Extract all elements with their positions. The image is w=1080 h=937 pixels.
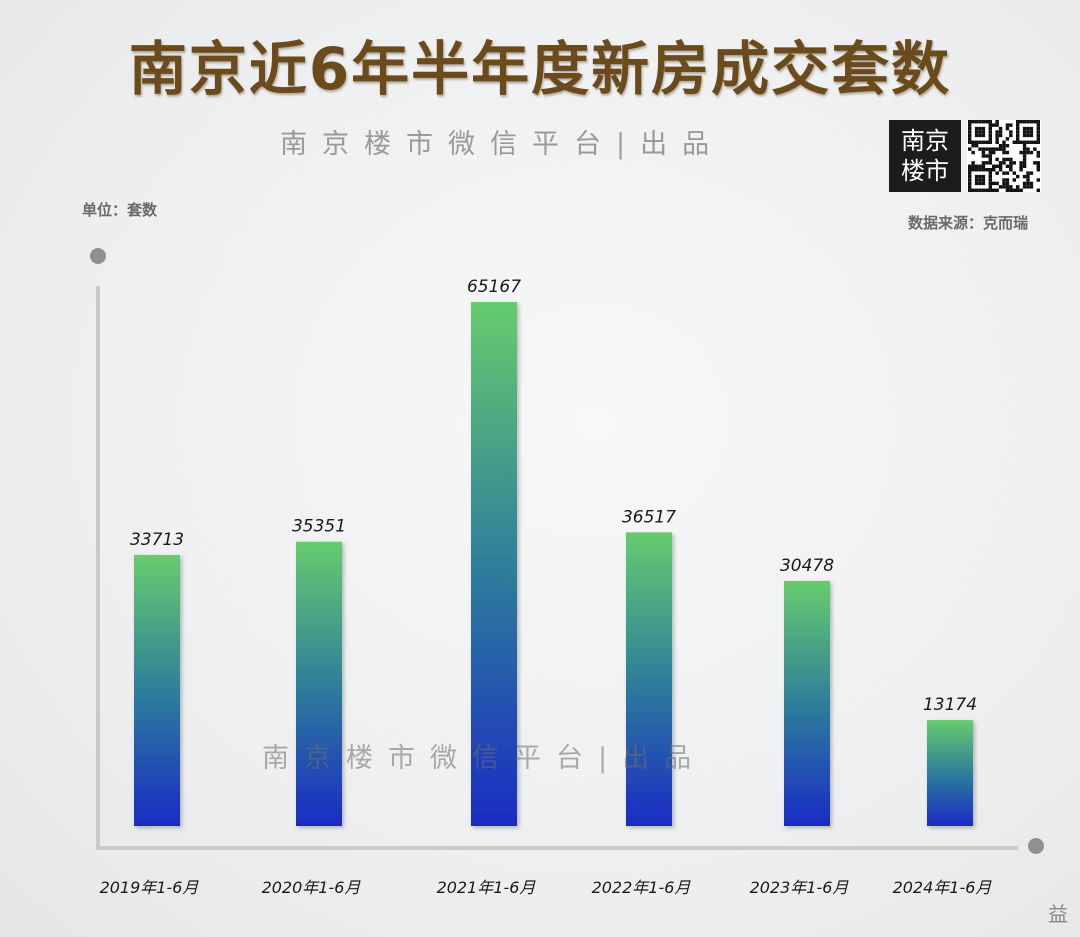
bar-value-label-2: 35351 [292,517,346,537]
bar-value-label-3: 65167 [467,277,521,297]
bar-value-label-6: 13174 [923,695,977,715]
bar-4 [626,532,672,826]
logo-line-2: 楼市 [901,157,949,185]
bar-value-label-1: 33713 [130,530,184,550]
bar-value-label-4: 36517 [622,507,676,527]
x-tick-label-1: 2019年1-6月 [100,878,200,897]
x-tick-label-6: 2024年1-6月 [893,878,993,897]
x-tick-label-4: 2022年1-6月 [592,878,692,897]
bar-5 [784,580,830,826]
chart-title: 南京近6年半年度新房成交套数 [128,35,952,103]
chart-subtitle: 南京楼市微信平台|出品 [280,129,725,160]
x-tick-label-2: 2020年1-6月 [262,878,362,897]
y-axis-end-dot [90,248,106,264]
bar-1 [134,554,180,826]
logo-line-1: 南京 [901,127,949,155]
bar-3 [471,302,517,826]
qr-code-icon [967,120,1041,192]
x-tick-label-3: 2021年1-6月 [437,878,537,897]
brand-logo: 南京 楼市 [889,120,961,192]
watermark: 南京楼市微信平台|出品 [262,743,707,774]
bar-6 [927,720,973,826]
bar-2 [296,541,342,826]
x-tick-label-5: 2023年1-6月 [750,878,850,897]
source-label: 数据来源：克而瑞 [907,214,1028,232]
footer-mark: 益 [1048,902,1068,926]
unit-label: 单位：套数 [82,201,158,219]
bar-value-label-5: 30478 [780,556,834,576]
x-axis-end-dot [1028,838,1044,854]
